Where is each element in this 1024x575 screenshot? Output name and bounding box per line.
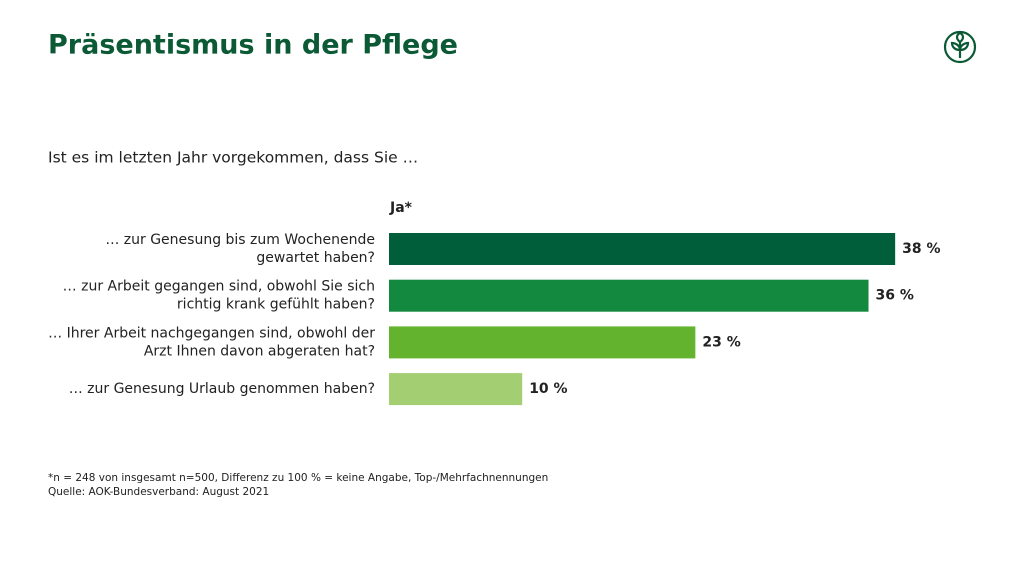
bar: [389, 373, 523, 406]
title: Präsentismus in der Pflege: [48, 30, 458, 61]
column-header: Ja*: [389, 200, 413, 216]
category-label: … zur Genesung Urlaub genommen haben?: [69, 381, 375, 397]
category-label: richtig krank gefühlt haben?: [177, 297, 375, 313]
value-label: 23 %: [702, 334, 740, 350]
value-label: 38 %: [902, 241, 940, 257]
category-label: … zur Genesung bis zum Wochenende: [105, 232, 375, 248]
category-label: gewartet haben?: [256, 250, 375, 266]
category-label: … zur Arbeit gegangen sind, obwohl Sie s…: [63, 279, 375, 295]
bar: [389, 279, 869, 312]
category-label: Arzt Ihnen davon abgeraten hat?: [144, 343, 375, 359]
logo: [943, 30, 977, 64]
category-label: … Ihrer Arbeit nachgegangen sind, obwohl…: [48, 325, 375, 341]
bar: [389, 233, 896, 265]
footnote: *n = 248 von insgesamt n=500, Differenz …: [48, 472, 548, 484]
subtitle: Ist es im letzten Jahr vorgekommen, dass…: [48, 149, 418, 167]
bar: [389, 326, 696, 359]
value-label: 10 %: [529, 381, 567, 397]
value-label: 36 %: [876, 288, 914, 304]
source: Quelle: AOK-Bundesverband: August 2021: [48, 486, 269, 498]
